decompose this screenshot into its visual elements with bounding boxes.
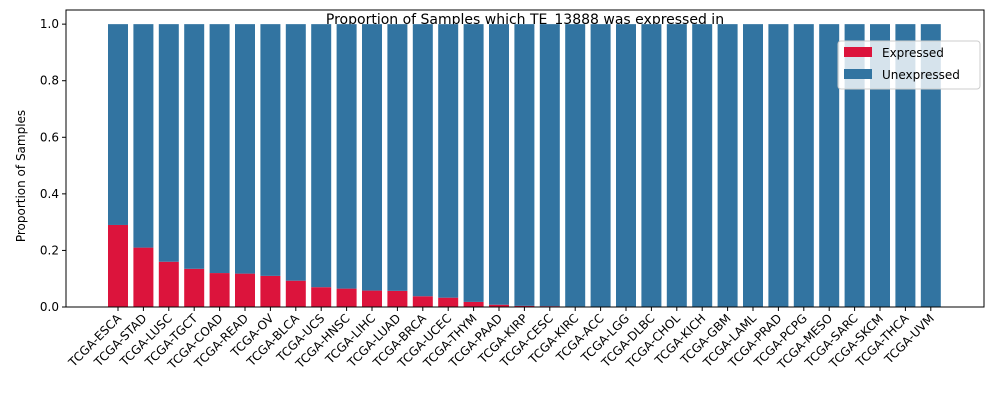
bar-expressed-tcga-coad [209,273,230,307]
y-tick-label: 0.6 [40,130,59,144]
bar-unexpressed-tcga-laml [743,24,763,307]
bar-unexpressed-tcga-uvm [920,24,941,307]
y-axis: 0.0 0.2 0.4 0.6 0.8 1.0 [40,17,66,314]
bar-unexpressed-tcga-acc [590,24,611,307]
bar-unexpressed-tcga-lihc [362,24,382,291]
bar-unexpressed-tcga-meso [819,24,840,307]
bar-unexpressed-tcga-prad [768,24,789,307]
bar-unexpressed-tcga-ucec [438,24,459,298]
bar-unexpressed-tcga-paad [489,24,509,305]
bar-unexpressed-tcga-kirp [514,24,535,306]
bar-unexpressed-tcga-sarc [844,24,865,307]
bar-unexpressed-tcga-stad [133,24,154,248]
bar-unexpressed-tcga-brca [412,24,433,297]
bar-expressed-tcga-ucs [311,287,332,307]
bar-unexpressed-tcga-chol [666,24,687,307]
bar-expressed-tcga-brca [412,296,433,307]
y-axis-label: Proportion of Samples [14,110,28,242]
y-tick-label: 0.2 [40,243,59,257]
bar-expressed-tcga-stad [133,247,154,307]
bar-unexpressed-tcga-ov [260,24,281,276]
bar-unexpressed-tcga-coad [209,24,230,274]
bar-expressed-tcga-lusc [158,261,179,307]
bar-unexpressed-tcga-thym [463,24,484,302]
bars-group [108,24,941,307]
bar-unexpressed-tcga-luad [387,24,408,291]
bar-expressed-tcga-ov [260,275,281,307]
bar-unexpressed-tcga-blca [285,24,306,281]
bar-expressed-tcga-tgct [184,268,205,307]
bar-expressed-tcga-paad [489,304,509,307]
bar-unexpressed-tcga-lusc [158,24,179,262]
bar-unexpressed-tcga-tgct [184,24,205,269]
bar-expressed-tcga-esca [108,224,128,307]
bar-unexpressed-tcga-hnsc [336,24,357,289]
y-tick-label: 1.0 [40,17,59,31]
bar-unexpressed-tcga-dlbc [641,24,662,307]
bar-unexpressed-tcga-ucs [311,24,332,288]
chart-title: Proportion of Samples which TE_13888 was… [326,12,724,28]
y-tick-label: 0.0 [40,300,59,314]
legend-box [837,40,981,90]
plot-frame [65,9,985,308]
bar-expressed-tcga-kirp [514,305,535,307]
bar-unexpressed-tcga-esca [108,24,128,225]
bar-expressed-tcga-thym [463,301,484,307]
bar-unexpressed-tcga-gbm [717,24,738,307]
bar-unexpressed-tcga-pcpg [793,24,814,307]
legend-swatch-unexpressed [844,69,872,79]
bar-unexpressed-tcga-cesc [539,24,560,307]
bar-expressed-tcga-lihc [362,290,382,307]
bar-unexpressed-tcga-kirc [565,24,586,307]
bar-unexpressed-tcga-thca [895,24,916,307]
bar-unexpressed-tcga-read [235,24,255,274]
bar-expressed-tcga-read [235,273,255,307]
legend-label-expressed: Expressed [882,46,944,60]
bar-expressed-tcga-hnsc [336,288,357,307]
bar-expressed-tcga-luad [387,290,408,307]
y-tick-label: 0.4 [40,187,59,201]
legend: Expressed Unexpressed [837,40,981,90]
y-tick-label: 0.8 [40,74,59,88]
legend-swatch-expressed [844,47,872,57]
bar-expressed-tcga-blca [285,280,306,307]
bar-expressed-tcga-ucec [438,297,459,307]
bar-unexpressed-tcga-lgg [616,24,636,307]
legend-label-unexpressed: Unexpressed [882,68,960,82]
bar-unexpressed-tcga-skcm [870,24,890,307]
bar-unexpressed-tcga-kich [692,24,713,307]
x-axis: TCGA-ESCATCGA-STADTCGA-LUSCTCGA-TGCTTCGA… [65,307,937,372]
